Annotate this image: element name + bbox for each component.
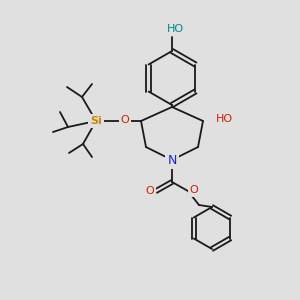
Text: N: N <box>167 154 177 166</box>
Text: HO: HO <box>215 114 232 124</box>
Text: O: O <box>190 185 198 195</box>
Text: HO: HO <box>167 24 184 34</box>
Text: Si: Si <box>90 116 102 126</box>
Text: O: O <box>121 115 129 125</box>
Text: O: O <box>146 186 154 196</box>
